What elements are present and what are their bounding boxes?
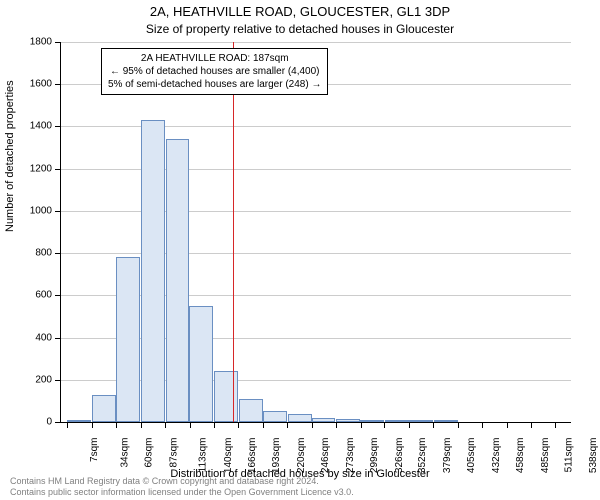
y-tick — [55, 253, 61, 254]
x-tick-label: 458sqm — [515, 438, 526, 474]
histogram-bar — [409, 420, 433, 422]
x-tick-label: 140sqm — [223, 438, 234, 474]
x-tick — [92, 422, 93, 428]
chart-subtitle: Size of property relative to detached ho… — [0, 22, 600, 36]
annotation-box: 2A HEATHVILLE ROAD: 187sqm ← 95% of deta… — [101, 48, 328, 95]
y-tick-label: 1000 — [30, 205, 52, 216]
histogram-bar — [141, 120, 165, 422]
x-tick — [214, 422, 215, 428]
y-tick — [55, 295, 61, 296]
y-tick-label: 0 — [46, 417, 52, 428]
x-tick-label: 34sqm — [120, 438, 131, 468]
x-tick-label: 511sqm — [563, 438, 574, 473]
histogram-bar — [166, 139, 190, 422]
histogram-bar — [385, 420, 409, 422]
y-tick — [55, 84, 61, 85]
x-tick — [433, 422, 434, 428]
histogram-bar — [312, 418, 336, 422]
x-tick — [263, 422, 264, 428]
x-tick — [141, 422, 142, 428]
x-tick-label: 432sqm — [491, 438, 502, 474]
x-tick-label: 273sqm — [345, 438, 356, 474]
y-tick-label: 800 — [35, 248, 52, 259]
x-tick — [531, 422, 532, 428]
histogram-bar — [214, 371, 238, 422]
x-tick — [555, 422, 556, 428]
plot-area: 2A HEATHVILLE ROAD: 187sqm ← 95% of deta… — [60, 42, 571, 423]
x-tick-label: 7sqm — [89, 438, 100, 462]
x-tick-label: 299sqm — [369, 438, 380, 474]
y-tick-label: 1800 — [30, 37, 52, 48]
annotation-line3: 5% of semi-detached houses are larger (2… — [108, 78, 321, 91]
histogram-bar — [239, 399, 263, 422]
x-tick-label: 405sqm — [466, 438, 477, 474]
x-tick-label: 352sqm — [418, 438, 429, 474]
histogram-bar — [67, 420, 91, 422]
x-tick-label: 246sqm — [320, 438, 331, 474]
x-tick-label: 485sqm — [540, 438, 551, 474]
grid-line — [61, 253, 571, 254]
x-tick — [336, 422, 337, 428]
annotation-line2: ← 95% of detached houses are smaller (4,… — [108, 65, 321, 78]
y-tick — [55, 169, 61, 170]
histogram-bar — [434, 420, 458, 422]
y-tick — [55, 211, 61, 212]
x-tick-label: 379sqm — [442, 438, 453, 474]
y-tick — [55, 380, 61, 381]
grid-line — [61, 169, 571, 170]
x-tick — [238, 422, 239, 428]
x-tick-label: 538sqm — [588, 438, 599, 474]
y-tick — [55, 126, 61, 127]
footer-attribution: Contains HM Land Registry data © Crown c… — [10, 476, 354, 498]
x-tick — [116, 422, 117, 428]
x-tick-label: 326sqm — [394, 438, 405, 474]
x-tick — [482, 422, 483, 428]
y-tick-label: 1200 — [30, 163, 52, 174]
property-size-histogram: 2A, HEATHVILLE ROAD, GLOUCESTER, GL1 3DP… — [0, 0, 600, 500]
x-tick — [190, 422, 191, 428]
x-tick-label: 87sqm — [168, 438, 179, 468]
x-tick-label: 166sqm — [247, 438, 258, 474]
x-tick — [384, 422, 385, 428]
x-tick — [312, 422, 313, 428]
annotation-line1: 2A HEATHVILLE ROAD: 187sqm — [108, 52, 321, 65]
histogram-bar — [263, 411, 287, 422]
footer-line1: Contains HM Land Registry data © Crown c… — [10, 476, 354, 487]
reference-line — [233, 42, 234, 422]
x-tick — [67, 422, 68, 428]
y-tick — [55, 338, 61, 339]
y-tick-label: 600 — [35, 290, 52, 301]
x-tick — [458, 422, 459, 428]
grid-line — [61, 211, 571, 212]
x-tick-label: 60sqm — [144, 438, 155, 468]
y-tick-label: 1600 — [30, 79, 52, 90]
x-tick — [287, 422, 288, 428]
footer-line2: Contains public sector information licen… — [10, 487, 354, 498]
histogram-bar — [360, 420, 384, 422]
grid-line — [61, 42, 571, 43]
x-tick-label: 220sqm — [296, 438, 307, 474]
x-tick-label: 193sqm — [271, 438, 282, 474]
grid-line — [61, 126, 571, 127]
y-tick-label: 400 — [35, 332, 52, 343]
x-tick-label: 113sqm — [197, 438, 208, 473]
y-axis-label: Number of detached properties — [4, 80, 16, 232]
chart-title: 2A, HEATHVILLE ROAD, GLOUCESTER, GL1 3DP — [0, 4, 600, 19]
x-tick — [361, 422, 362, 428]
x-tick — [409, 422, 410, 428]
y-tick-label: 1400 — [30, 121, 52, 132]
histogram-bar — [116, 257, 140, 422]
histogram-bar — [92, 395, 116, 422]
histogram-bar — [288, 414, 312, 422]
y-tick — [55, 42, 61, 43]
histogram-bar — [336, 419, 360, 422]
x-tick — [507, 422, 508, 428]
y-tick — [55, 422, 61, 423]
y-tick-label: 200 — [35, 374, 52, 385]
x-tick — [165, 422, 166, 428]
histogram-bar — [189, 306, 213, 422]
